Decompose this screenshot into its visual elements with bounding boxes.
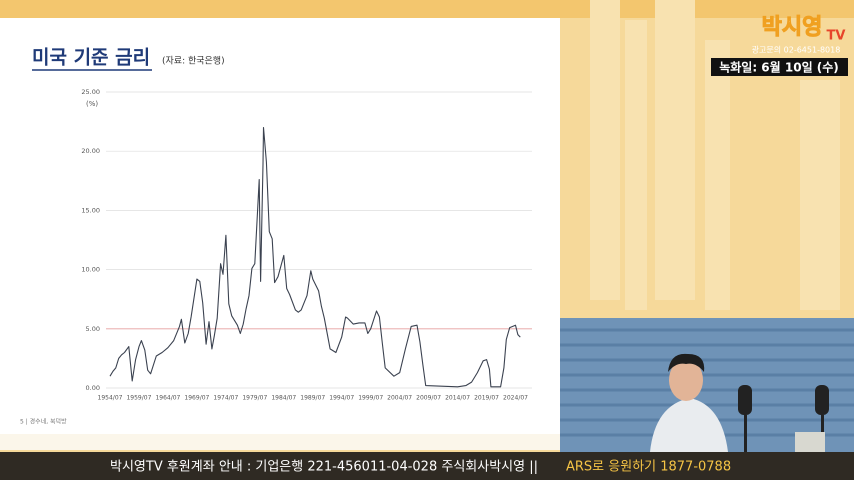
- x-tick-label: 1974/07: [213, 395, 238, 402]
- banner-main: 박시영TV 후원계좌 안내 : 기업은행 221-456011-04-028 주…: [110, 459, 538, 475]
- y-tick-label: 10.00: [81, 266, 100, 274]
- rate-line: [109, 126, 521, 388]
- chart-subtitle: (자료: 한국은행): [162, 55, 225, 67]
- contact: 광고문의 02-6451-8018: [752, 45, 841, 55]
- slide-footer-band: [0, 434, 560, 450]
- y-tick-label: 15.00: [81, 206, 100, 214]
- banner: [0, 452, 854, 480]
- x-tick-label: 2004/07: [387, 395, 412, 402]
- banner-ars: ARS로 응원하기 1877-0788: [566, 460, 731, 475]
- x-tick-label: 1979/07: [242, 395, 267, 402]
- record-date-box: [711, 58, 848, 76]
- slide: [0, 18, 560, 450]
- x-tick-label: 2014/07: [445, 395, 470, 402]
- x-tick-label: 1954/07: [98, 395, 123, 402]
- y-tick-label: 0.00: [86, 384, 100, 392]
- x-tick-label: 1959/07: [126, 395, 151, 402]
- slide-footer: 5 | 경수네, 북덕방: [20, 418, 67, 426]
- x-tick-label: 2019/07: [474, 395, 499, 402]
- logo-tv: TV: [827, 29, 846, 44]
- top-band: [0, 0, 854, 18]
- x-tick-label: 1999/07: [358, 395, 383, 402]
- plot: 0.00 5.00 10.00 15.00 20.00 25.00 1954/07 1959/…: [81, 88, 532, 402]
- logo: 박시영: [762, 15, 823, 40]
- x-tick-label: 1964/07: [155, 395, 180, 402]
- x-tick-label: 2024/07: [503, 395, 528, 402]
- chart-title: 미국 기준 금리: [32, 47, 150, 69]
- record-date: 녹화일: 6월 10일 (수): [719, 60, 839, 75]
- x-tick-label: 2009/07: [416, 395, 441, 402]
- y-tick-label: 25.00: [81, 88, 100, 96]
- x-tick-label: 1984/07: [271, 395, 296, 402]
- x-tick-label: 1969/07: [184, 395, 209, 402]
- webcam: [560, 318, 854, 452]
- city-silhouette: [590, 0, 840, 310]
- x-tick-label: 1989/07: [300, 395, 325, 402]
- y-axis-unit: (%): [86, 100, 98, 108]
- y-tick-label: 5.00: [86, 325, 100, 333]
- x-tick-label: 1994/07: [329, 395, 354, 402]
- y-tick-label: 20.00: [81, 147, 100, 155]
